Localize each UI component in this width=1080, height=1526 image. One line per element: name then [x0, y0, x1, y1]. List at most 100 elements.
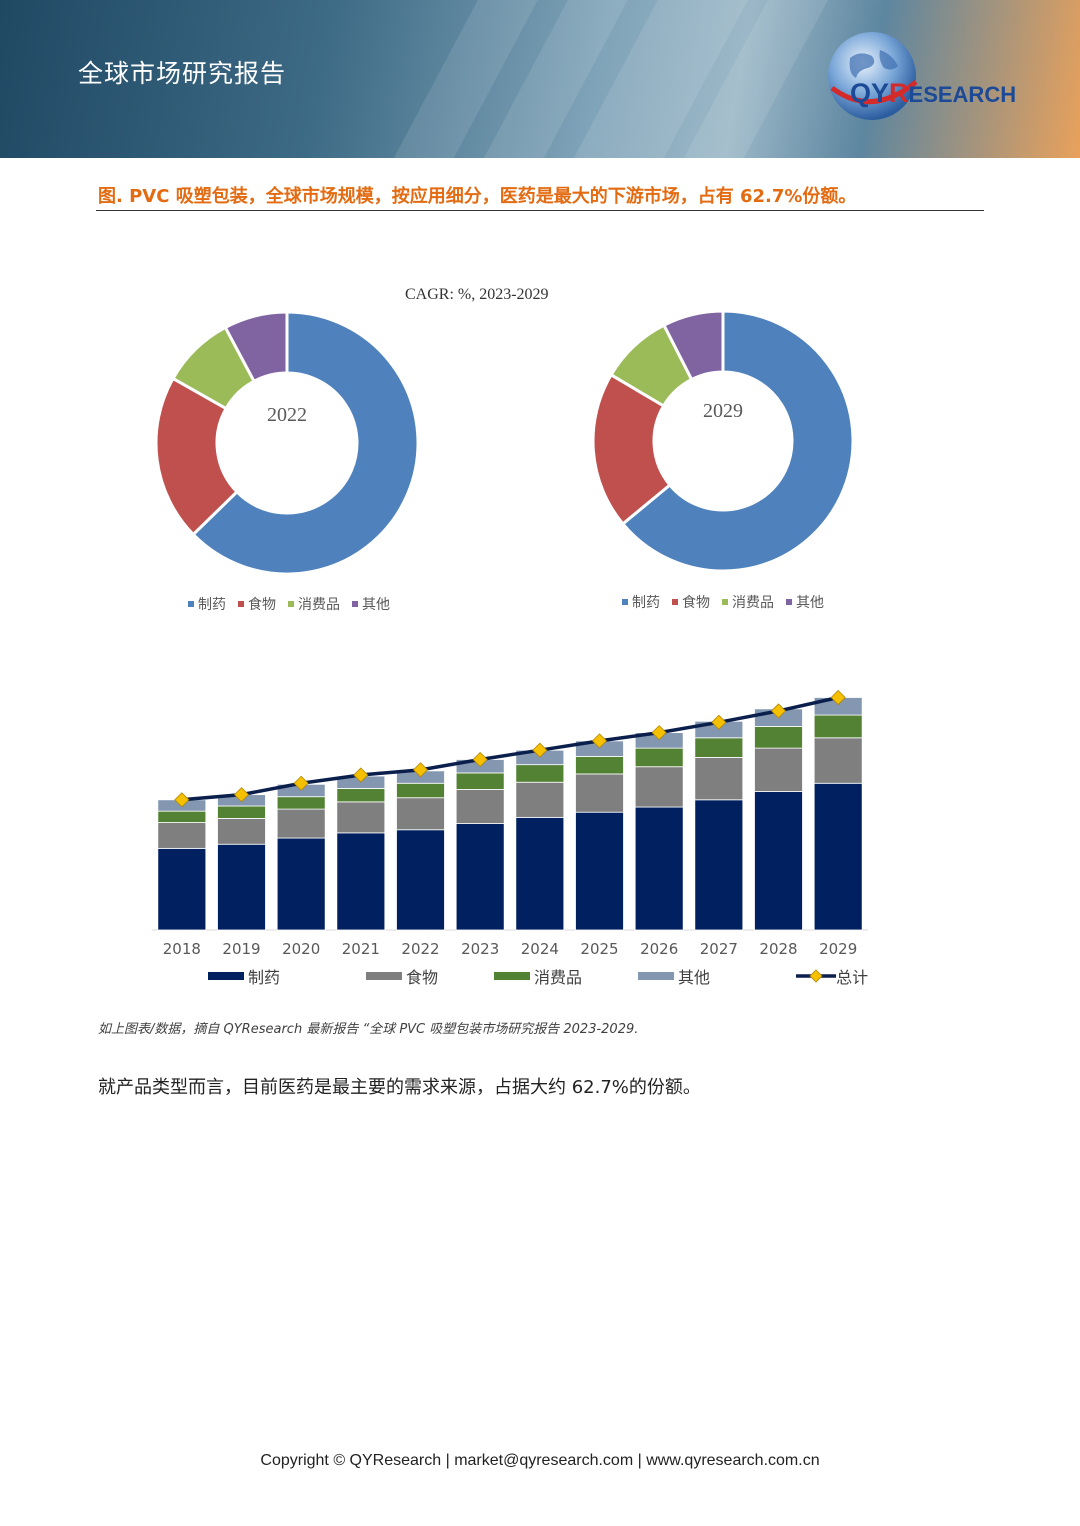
bar-2026-1 [634, 766, 684, 808]
cagr-label: CAGR: %, 2023-2029 [405, 286, 549, 303]
legend-swatch [288, 601, 294, 607]
legend-swatch [494, 972, 531, 980]
legend-label: 食物 [406, 968, 439, 987]
total-marker-2026 [651, 725, 667, 741]
total-line [181, 695, 839, 802]
legend-swatch [366, 972, 403, 980]
legend-label: 其他 [678, 968, 711, 987]
x-tick-label: 2022 [401, 940, 439, 958]
bar-2025-1 [575, 773, 624, 813]
legend-label: 消费品 [298, 598, 340, 613]
total-marker-2023 [472, 751, 488, 768]
donut-slice-2022-0 [191, 310, 420, 576]
bar-2021-2 [336, 788, 386, 803]
bar-legend-item: 食物 [366, 964, 438, 988]
bar-2019-2 [217, 805, 266, 819]
bar-2025-2 [575, 756, 624, 775]
bar-2019-0 [217, 843, 266, 931]
bar-2019-1 [217, 818, 266, 845]
donut-charts: 2022 2029 [154, 309, 855, 576]
bar-2022-2 [396, 782, 445, 799]
bar-2020-2 [276, 796, 326, 810]
x-tick-label: 2029 [819, 940, 857, 958]
legend-swatch [352, 601, 358, 607]
report-header: 全球市场研究报告 QYRESEARCH [0, 0, 1080, 158]
globe-icon [828, 32, 918, 120]
bar-2023-2 [455, 772, 505, 790]
total-marker-2019 [233, 787, 250, 803]
donut-center-label: 2029 [703, 400, 743, 422]
bar-2026-2 [634, 747, 684, 768]
legend-label: 制药 [632, 596, 660, 611]
x-tick-label: 2021 [342, 940, 380, 958]
legend-label: 其他 [362, 598, 390, 613]
stacked-bar-chart: 2018 2019 2020 2021 2022 2023 2024 2025 2026 2027… [152, 689, 868, 958]
legend-label: 消费品 [732, 596, 774, 611]
legend-label: 总计 [836, 968, 869, 987]
bar-2018-1 [157, 822, 207, 849]
legend-label: 食物 [682, 596, 710, 611]
qyresearch-logo: QYRESEARCH [820, 28, 1040, 128]
legend-label: 食物 [248, 598, 276, 613]
legend-item: 其他 [786, 592, 824, 612]
legend-label: 消费品 [534, 968, 583, 987]
x-tick-label: 2027 [700, 940, 738, 958]
x-tick-label: 2019 [222, 940, 260, 958]
total-marker-2027 [711, 714, 727, 730]
legend-swatch [672, 599, 678, 605]
legend-label: 制药 [198, 598, 226, 613]
total-marker-2018 [174, 792, 190, 808]
legend-item: 制药 [622, 592, 660, 612]
legend-swatch [722, 599, 728, 605]
total-marker-2029 [830, 689, 846, 706]
legend-item: 制药 [188, 594, 226, 614]
total-marker-2020 [293, 775, 309, 791]
bar-2018-2 [157, 810, 207, 823]
bar-legend-item: 总计 [796, 964, 868, 988]
donut-slice-2029-0 [620, 309, 855, 573]
legend-label: 其他 [796, 596, 824, 611]
bar-2022-0 [396, 829, 445, 931]
x-tick-label: 2028 [759, 940, 797, 958]
legend-swatch [208, 972, 244, 980]
donut-slice-2029-3 [661, 309, 725, 382]
total-marker-2024 [532, 742, 548, 758]
bar-2027-0 [694, 799, 744, 931]
legend-swatch [622, 599, 628, 605]
bar-2029-1 [813, 737, 863, 784]
bar-2022-1 [396, 797, 445, 831]
bar-2018-0 [157, 847, 207, 931]
legend-item: 消费品 [288, 594, 340, 614]
legend-2022: 制药 食物 消费品 其他 [188, 594, 390, 614]
total-marker-2021 [353, 767, 369, 783]
legend-swatch [238, 601, 244, 607]
x-tick-label: 2023 [461, 940, 499, 958]
bar-2024-0 [515, 816, 565, 931]
bar-legend-item: 制药 [208, 964, 280, 988]
donut-slice-2022-1 [154, 376, 240, 537]
legend-swatch [786, 599, 792, 605]
x-tick-label: 2020 [282, 940, 320, 958]
bar-2021-0 [336, 832, 386, 931]
bar-2029-0 [813, 782, 863, 931]
source-note: 如上图表/数据，摘自 QYResearch 最新报告 “全球 PVC 吸塑包装市… [98, 1022, 639, 1037]
bar-2020-0 [276, 837, 326, 931]
bar-2028-0 [754, 791, 803, 931]
legend-line-swatch [796, 969, 837, 983]
bar-2027-2 [694, 737, 744, 758]
logo-wordmark: QYRESEARCH [850, 78, 1017, 108]
title-divider [96, 210, 984, 211]
header-title: 全球市场研究报告 [78, 59, 287, 88]
bar-legend-item: 其他 [638, 964, 710, 988]
total-marker-2028 [770, 703, 787, 719]
bar-2026-0 [634, 806, 684, 931]
bar-2027-1 [694, 757, 744, 801]
bar-chart-legend: 制药 食物 消费品 其他 总计 [208, 964, 868, 988]
legend-item: 食物 [238, 594, 276, 614]
legend-swatch [188, 601, 194, 607]
bar-legend-item: 消费品 [494, 964, 582, 988]
donut-slice-2022-3 [223, 310, 289, 384]
figure-title: 图. PVC 吸塑包装，全球市场规模，按应用细分，医药是最大的下游市场，占有 6… [98, 186, 857, 207]
bar-2021-1 [336, 801, 386, 834]
bar-2020-1 [276, 808, 326, 839]
